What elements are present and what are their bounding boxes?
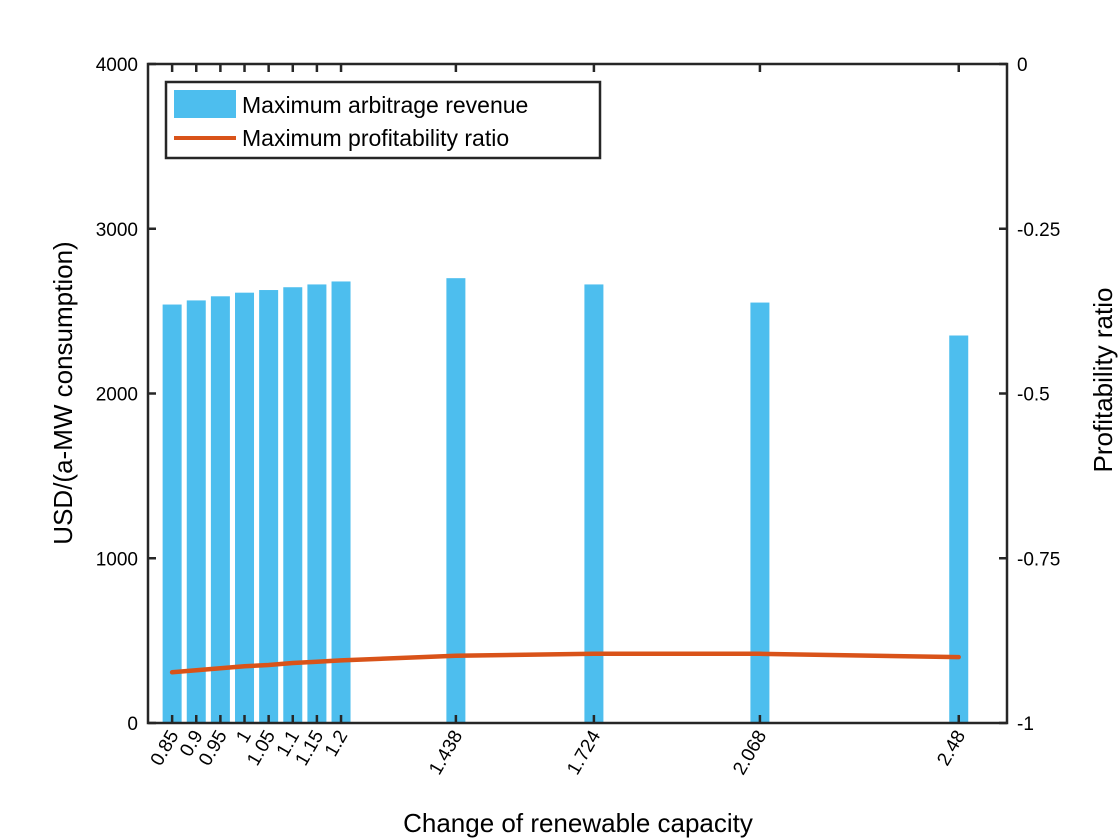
legend-swatch-bar bbox=[174, 90, 236, 118]
x-tick-label-1.438: 1.438 bbox=[425, 727, 467, 779]
y-left-tick-label-3000: 3000 bbox=[96, 220, 138, 241]
y-right-tick-label--0.75: -0.75 bbox=[1017, 549, 1060, 570]
bar-1.438 bbox=[446, 278, 466, 723]
x-tick-label-1.2: 1.2 bbox=[321, 727, 352, 760]
legend-entry-profitability: Maximum profitability ratio bbox=[242, 125, 509, 151]
y-axis-left-label: USD/(a-MW consumption) bbox=[48, 241, 78, 544]
profitability-line bbox=[169, 651, 961, 675]
bar-0.95 bbox=[210, 296, 230, 723]
legend-box bbox=[164, 80, 602, 160]
bar-1 bbox=[235, 292, 255, 723]
y-right-tick-label--1: -1 bbox=[1017, 714, 1034, 735]
y-right-tick-label-0: 0 bbox=[1017, 55, 1028, 76]
y-left-tick-label-4000: 4000 bbox=[96, 55, 138, 76]
bar-1.1 bbox=[283, 287, 303, 723]
y-right-tick-group: -1 -0.75 -0.5 -0.25 0 bbox=[999, 55, 1060, 735]
bar-2.068 bbox=[750, 302, 770, 723]
bar-group bbox=[162, 278, 969, 723]
bar-0.85 bbox=[162, 304, 182, 723]
bar-1.724 bbox=[584, 284, 604, 723]
legend-entry-revenue: Maximum arbitrage revenue bbox=[242, 92, 528, 118]
y-right-tick-label--0.5: -0.5 bbox=[1017, 385, 1050, 406]
x-axis-label: Change of renewable capacity bbox=[403, 808, 753, 838]
y-left-tick-group: 0 1000 2000 3000 4000 bbox=[96, 55, 156, 735]
y-left-tick-label-2000: 2000 bbox=[96, 385, 138, 406]
bar-2.48 bbox=[949, 335, 969, 723]
legend: Maximum arbitrage revenue Maximum profit… bbox=[164, 80, 602, 160]
x-tick-label-0.95: 0.95 bbox=[195, 727, 232, 770]
x-tick-label-1.724: 1.724 bbox=[563, 727, 605, 779]
y-right-tick-label--0.25: -0.25 bbox=[1017, 220, 1060, 241]
x-tick-label-2.068: 2.068 bbox=[729, 727, 771, 779]
bar-1.05 bbox=[259, 290, 279, 723]
bar-1.2 bbox=[331, 281, 351, 723]
x-tick-label-2.48: 2.48 bbox=[933, 727, 970, 770]
bar-0.9 bbox=[186, 300, 206, 723]
line-group bbox=[169, 651, 961, 675]
y-axis-right-label: Profitability ratio bbox=[1088, 288, 1118, 473]
y-left-tick-label-0: 0 bbox=[127, 714, 138, 735]
y-left-tick-label-1000: 1000 bbox=[96, 549, 138, 570]
bar-1.15 bbox=[307, 284, 327, 723]
